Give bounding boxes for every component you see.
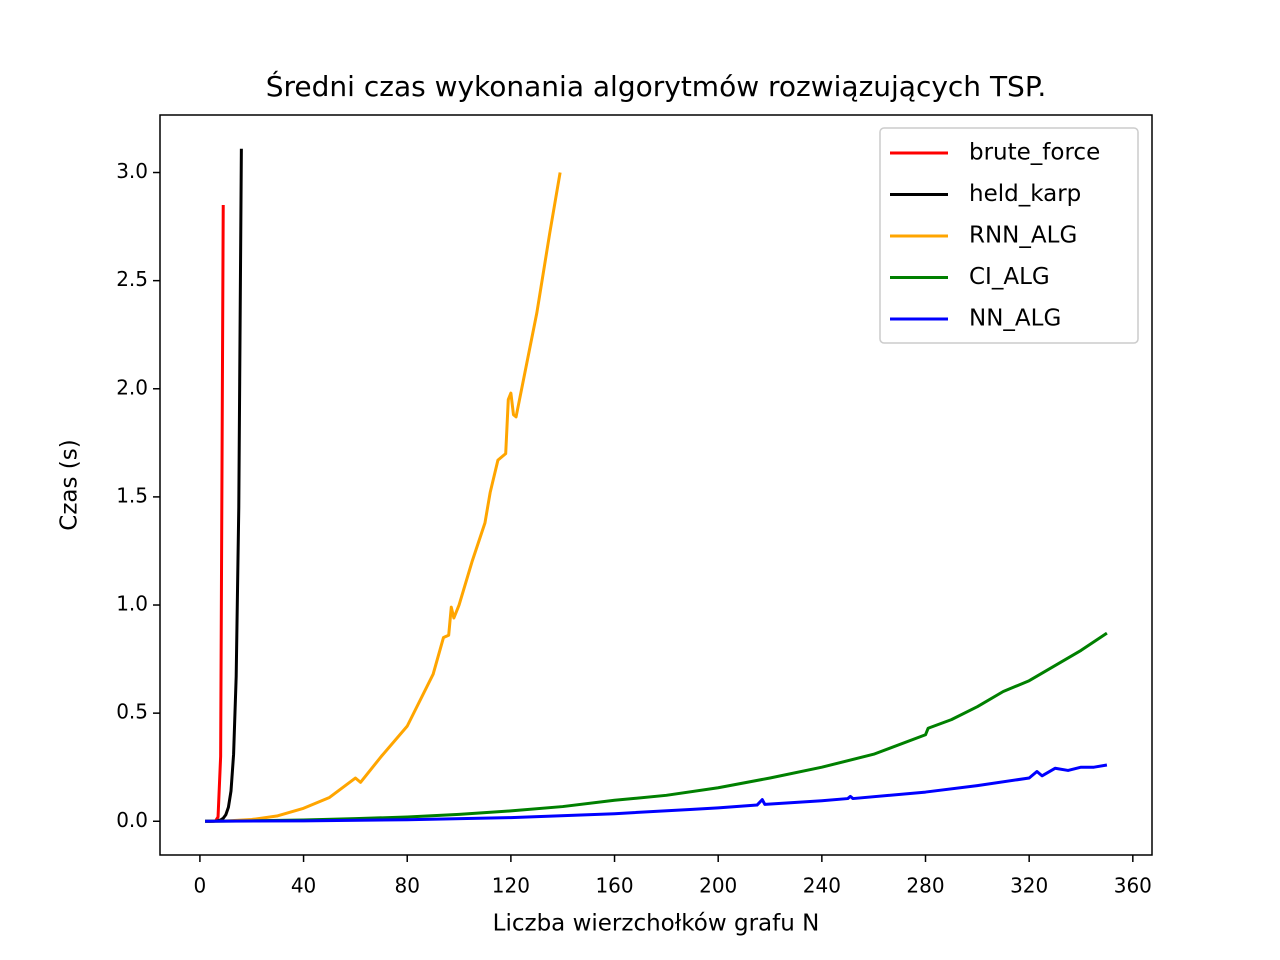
legend-label: brute_force: [969, 140, 1100, 166]
x-tick-label: 0: [194, 874, 207, 898]
y-axis-label: Czas (s): [57, 439, 83, 530]
x-axis-label: Liczba wierzchołków grafu N: [493, 911, 820, 937]
y-tick-label: 3.0: [116, 159, 148, 183]
y-tick-label: 1.0: [116, 592, 148, 616]
x-tick-label: 160: [595, 874, 633, 898]
plot-frame: [159, 114, 1153, 856]
series-line: [205, 763, 1108, 823]
legend-label: CI_ALG: [969, 264, 1050, 290]
y-tick-label: 0.0: [116, 808, 148, 832]
series-line: [205, 204, 225, 823]
x-tick-label: 200: [699, 874, 737, 898]
x-tick-label: 120: [492, 874, 530, 898]
x-tick-label: 360: [1114, 874, 1152, 898]
legend-label: RNN_ALG: [969, 223, 1077, 249]
y-tick-label: 2.0: [116, 375, 148, 399]
chart-title: Średni czas wykonania algorytmów rozwiąz…: [266, 69, 1047, 103]
y-tick-label: 0.5: [116, 700, 148, 724]
y-tick-label: 1.5: [116, 483, 148, 507]
x-tick-label: 80: [394, 874, 419, 898]
legend-label: held_karp: [969, 181, 1081, 207]
x-tick-label: 280: [906, 874, 944, 898]
legend-box: [879, 127, 1139, 344]
series-line: [205, 631, 1108, 823]
x-tick-label: 240: [803, 874, 841, 898]
x-tick-label: 320: [1010, 874, 1048, 898]
x-tick-label: 40: [291, 874, 316, 898]
y-tick-label: 2.5: [116, 267, 148, 291]
series-line: [205, 172, 562, 823]
legend-label: NN_ALG: [969, 306, 1061, 332]
